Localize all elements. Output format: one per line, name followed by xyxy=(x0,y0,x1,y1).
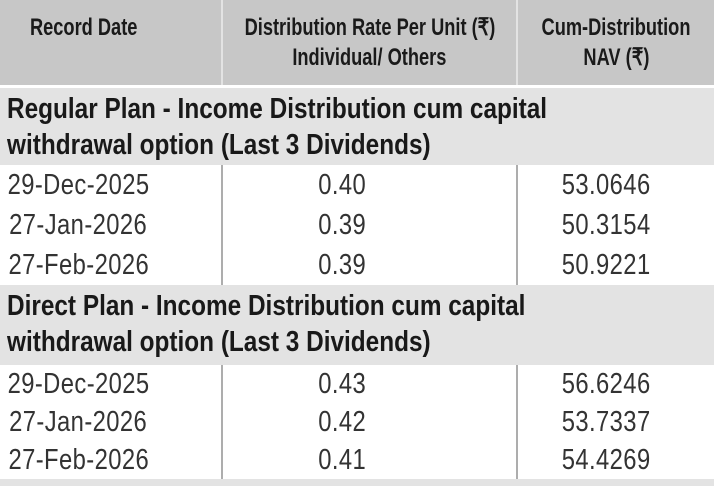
rate-cell: 0.42 xyxy=(223,403,518,441)
rate-cell: 0.39 xyxy=(223,245,518,285)
column-header-cum-distribution-nav: Cum-Distribution NAV (₹) xyxy=(518,0,714,85)
record-date-cell: 27-Feb-2026 xyxy=(0,245,223,285)
record-date-cell: 27-Feb-2026 xyxy=(0,441,223,479)
rate-cell: 0.39 xyxy=(223,205,518,245)
column-header-label: Record Date xyxy=(29,13,138,41)
record-date-cell: 29-Dec-2025 xyxy=(0,165,223,205)
partial-next-section-strip xyxy=(0,479,714,486)
record-date-cell: 27-Jan-2026 xyxy=(0,403,223,441)
table-row: 29-Dec-2025 0.40 53.0646 xyxy=(0,165,714,205)
nav-cell: 53.0646 xyxy=(561,168,651,201)
table-header-row: Record Date Distribution Rate Per Unit (… xyxy=(0,0,714,88)
column-header-label-line1: Distribution Rate Per Unit (₹) xyxy=(244,13,495,41)
nav-cell: 56.6246 xyxy=(561,367,651,400)
table-row: 27-Jan-2026 0.39 50.3154 xyxy=(0,205,714,245)
nav-cell: 53.7337 xyxy=(561,405,651,438)
section-title-line1: Direct Plan - Income Distribution cum ca… xyxy=(7,290,526,322)
table-row: 29-Dec-2025 0.43 56.6246 xyxy=(0,365,714,403)
regular-plan-rows: 29-Dec-2025 0.40 53.0646 27-Jan-2026 0.3… xyxy=(0,165,714,285)
section-title-line1: Regular Plan - Income Distribution cum c… xyxy=(7,93,548,125)
record-date-cell: 27-Jan-2026 xyxy=(0,205,223,245)
table-row: 27-Jan-2026 0.42 53.7337 xyxy=(0,403,714,441)
nav-cell: 54.4269 xyxy=(561,443,651,476)
section-title-line2: withdrawal option (Last 3 Dividends) xyxy=(7,129,431,161)
column-header-label-line2: Individual/ Others xyxy=(292,43,447,71)
nav-cell: 50.3154 xyxy=(561,208,651,241)
rate-cell: 0.41 xyxy=(223,441,518,479)
nav-cell: 50.9221 xyxy=(561,248,651,281)
record-date-cell: 29-Dec-2025 xyxy=(0,365,223,403)
rate-cell: 0.43 xyxy=(223,365,518,403)
column-header-distribution-rate: Distribution Rate Per Unit (₹) Individua… xyxy=(223,0,518,85)
rate-cell: 0.40 xyxy=(223,165,518,205)
column-header-label-line2: NAV (₹) xyxy=(583,43,649,71)
column-header-label-line1: Cum-Distribution xyxy=(541,13,691,41)
table-row: 27-Feb-2026 0.41 54.4269 xyxy=(0,441,714,479)
section-header-direct-plan: Direct Plan - Income Distribution cum ca… xyxy=(0,285,714,365)
direct-plan-rows: 29-Dec-2025 0.43 56.6246 27-Jan-2026 0.4… xyxy=(0,365,714,479)
column-header-record-date: Record Date xyxy=(0,0,223,85)
section-header-regular-plan: Regular Plan - Income Distribution cum c… xyxy=(0,88,714,165)
table-row: 27-Feb-2026 0.39 50.9221 xyxy=(0,245,714,285)
section-title-line2: withdrawal option (Last 3 Dividends) xyxy=(7,326,431,358)
